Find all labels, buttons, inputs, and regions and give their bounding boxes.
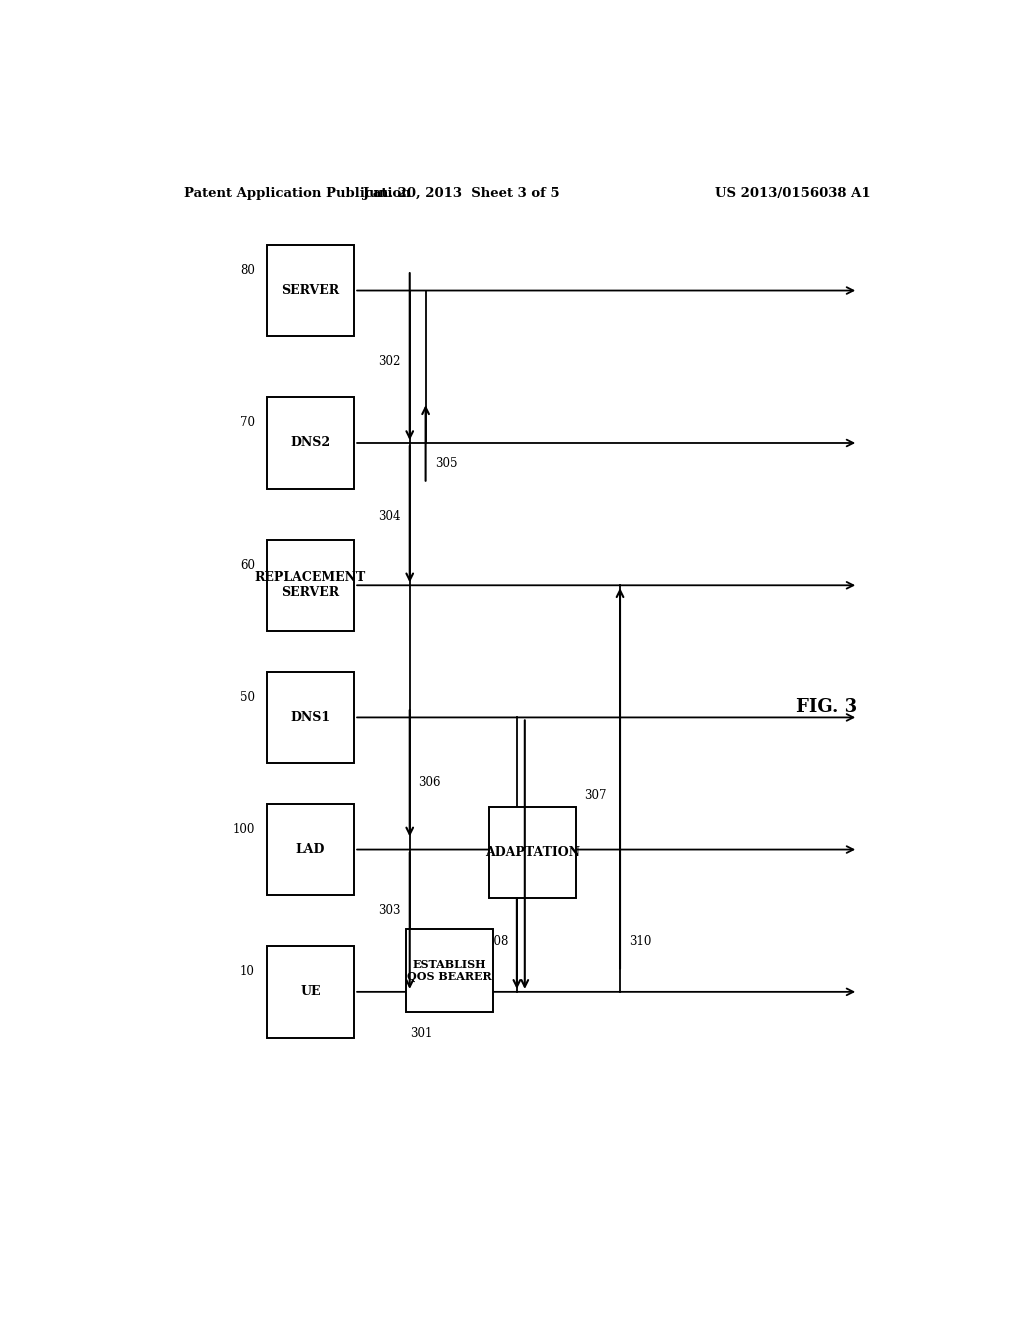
Text: 100: 100 <box>232 822 255 836</box>
Bar <box>267 244 354 337</box>
Text: DNS2: DNS2 <box>291 437 331 450</box>
Text: 301: 301 <box>410 1027 432 1040</box>
Text: SERVER: SERVER <box>282 284 340 297</box>
Text: LAD: LAD <box>296 843 326 857</box>
Bar <box>267 804 354 895</box>
Bar <box>489 807 577 899</box>
Text: 310: 310 <box>630 935 652 948</box>
Text: DNS1: DNS1 <box>291 711 331 723</box>
Text: 307: 307 <box>585 789 607 801</box>
Text: ESTABLISH
QOS BEARER: ESTABLISH QOS BEARER <box>408 958 492 982</box>
Text: Jun. 20, 2013  Sheet 3 of 5: Jun. 20, 2013 Sheet 3 of 5 <box>362 187 560 201</box>
Text: 309: 309 <box>526 822 549 836</box>
Text: REPLACEMENT
SERVER: REPLACEMENT SERVER <box>255 572 367 599</box>
Text: 302: 302 <box>378 355 400 368</box>
Text: UE: UE <box>300 985 321 998</box>
Text: 70: 70 <box>240 416 255 429</box>
Text: 308: 308 <box>486 935 509 948</box>
Bar <box>267 397 354 488</box>
Text: 60: 60 <box>240 558 255 572</box>
Text: 305: 305 <box>435 457 458 470</box>
Bar <box>406 929 494 1012</box>
Text: 80: 80 <box>240 264 255 277</box>
Bar <box>267 672 354 763</box>
Text: Patent Application Publication: Patent Application Publication <box>183 187 411 201</box>
Text: 303: 303 <box>378 904 400 917</box>
Bar <box>267 946 354 1038</box>
Bar <box>267 540 354 631</box>
Text: 10: 10 <box>240 965 255 978</box>
Text: 304: 304 <box>378 510 400 523</box>
Text: US 2013/0156038 A1: US 2013/0156038 A1 <box>715 187 870 201</box>
Text: 50: 50 <box>240 690 255 704</box>
Text: ADAPTATION: ADAPTATION <box>485 846 581 859</box>
Text: FIG. 3: FIG. 3 <box>796 698 857 717</box>
Text: 306: 306 <box>418 776 440 789</box>
